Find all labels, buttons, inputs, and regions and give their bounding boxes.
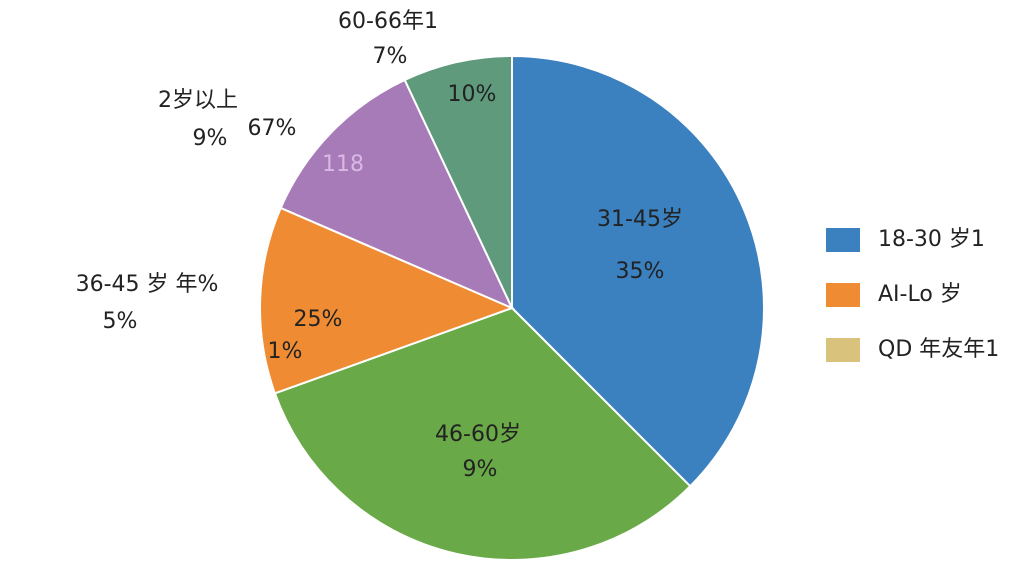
annotation: 9%	[193, 126, 228, 151]
annotation: 5%	[103, 309, 138, 334]
annotation: 9%	[463, 457, 498, 482]
annotation: 36-45 岁 年%	[76, 272, 219, 297]
pie-slice	[259, 206, 515, 395]
legend-swatch	[826, 228, 860, 252]
annotation: 10%	[448, 82, 497, 107]
annotation: 67%	[248, 116, 297, 141]
legend-swatch	[826, 338, 860, 362]
legend-label: QD 年友年1	[878, 337, 999, 362]
annotation: 2岁以上	[158, 88, 238, 113]
annotation: 118	[322, 152, 364, 177]
annotation: 1%	[268, 339, 303, 364]
pie-slice	[279, 78, 515, 310]
annotation: 31-45岁	[597, 207, 683, 232]
legend-label: 18-30 岁1	[878, 227, 985, 252]
pie-slice	[403, 54, 513, 309]
annotation: 7%	[373, 44, 408, 69]
legend-label: AI-Lo 岁	[878, 282, 962, 307]
annotation: 25%	[294, 307, 343, 332]
pie-slice	[273, 306, 692, 561]
annotation: 35%	[616, 259, 665, 284]
legend-swatch	[826, 283, 860, 307]
pie-slice	[511, 54, 765, 488]
annotation: 46-60岁	[435, 422, 521, 447]
annotation: 60-66年1	[338, 9, 438, 34]
